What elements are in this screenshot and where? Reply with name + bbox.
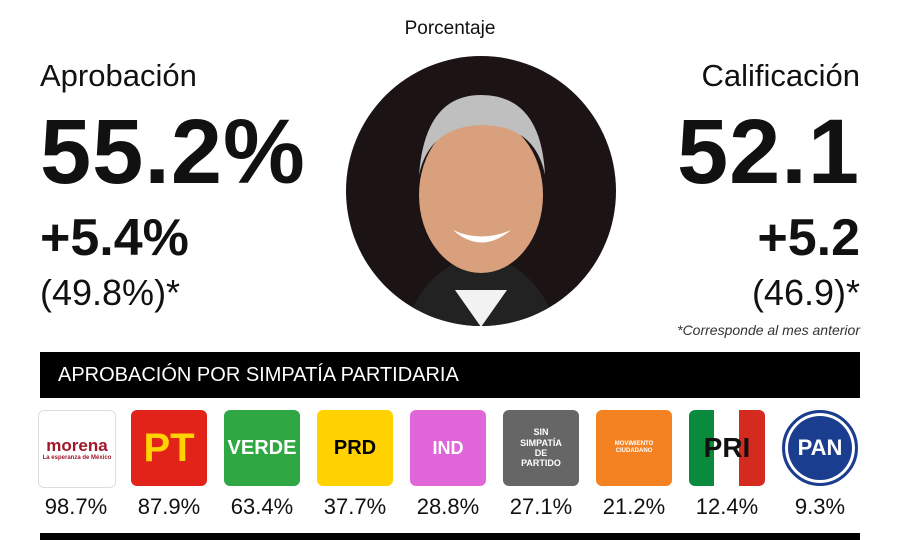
logo-text: PRD	[333, 436, 377, 459]
approval-previous: (49.8%)*	[40, 272, 181, 313]
logo-text: PARTIDO	[521, 458, 561, 469]
party-logo: PAN	[782, 410, 858, 486]
party-value: 9.3%	[794, 494, 846, 519]
party-logo: morena La esperanza de México	[38, 410, 116, 488]
logo-text: MOVIMIENTO CIUDADANO	[614, 441, 654, 454]
logo-text: VERDE	[227, 436, 297, 459]
party-logo: VERDE	[224, 410, 300, 486]
logo-text: SIMPATÍA	[520, 437, 562, 448]
party-value: 63.4%	[230, 494, 294, 519]
section-bar: APROBACIÓN POR SIMPATÍA PARTIDARIA	[40, 352, 860, 398]
rating-value: 52.1	[676, 101, 860, 203]
party-value: 87.9%	[137, 494, 201, 519]
logo-text: PT	[143, 426, 195, 470]
bottom-rule	[40, 533, 860, 540]
logo-text: PAN	[797, 435, 843, 461]
logo-text: SIN	[533, 427, 549, 438]
party-value: 37.7%	[323, 494, 387, 519]
logo-text: morena	[46, 435, 108, 455]
logo-circle: PAN	[782, 410, 858, 486]
party-value: 28.8%	[416, 494, 480, 519]
logo-text: La esperanza de México	[42, 455, 112, 462]
approval-change: +5.4%	[40, 209, 189, 267]
approval-value: 55.2%	[40, 101, 306, 203]
party-value: 98.7%	[44, 494, 108, 519]
portrait	[346, 56, 616, 326]
party-logo: IND	[410, 410, 486, 486]
logo-text: DE	[534, 448, 548, 458]
party-logo: SIN SIMPATÍA DE PARTIDO	[503, 410, 579, 486]
party-value: 27.1%	[509, 494, 573, 519]
header-title: Porcentaje	[404, 18, 496, 39]
rating-change: +5.2	[757, 209, 860, 267]
party-value: 12.4%	[695, 494, 759, 519]
rating-previous: (46.9)*	[751, 272, 860, 313]
logo-text: IND	[432, 437, 464, 458]
section-title: APROBACIÓN POR SIMPATÍA PARTIDARIA	[58, 364, 459, 386]
rating-label: Calificación	[701, 58, 860, 93]
party-logo: PRI	[689, 410, 765, 486]
party-logo: PT	[131, 410, 207, 486]
party-logo: PRD	[317, 410, 393, 486]
note: *Corresponde al mes anterior	[677, 322, 860, 338]
party-value: 21.2%	[602, 494, 666, 519]
approval-label: Aprobación	[40, 58, 197, 93]
logo-text: PRI	[703, 431, 751, 463]
party-logo: MOVIMIENTO CIUDADANO	[596, 410, 672, 486]
